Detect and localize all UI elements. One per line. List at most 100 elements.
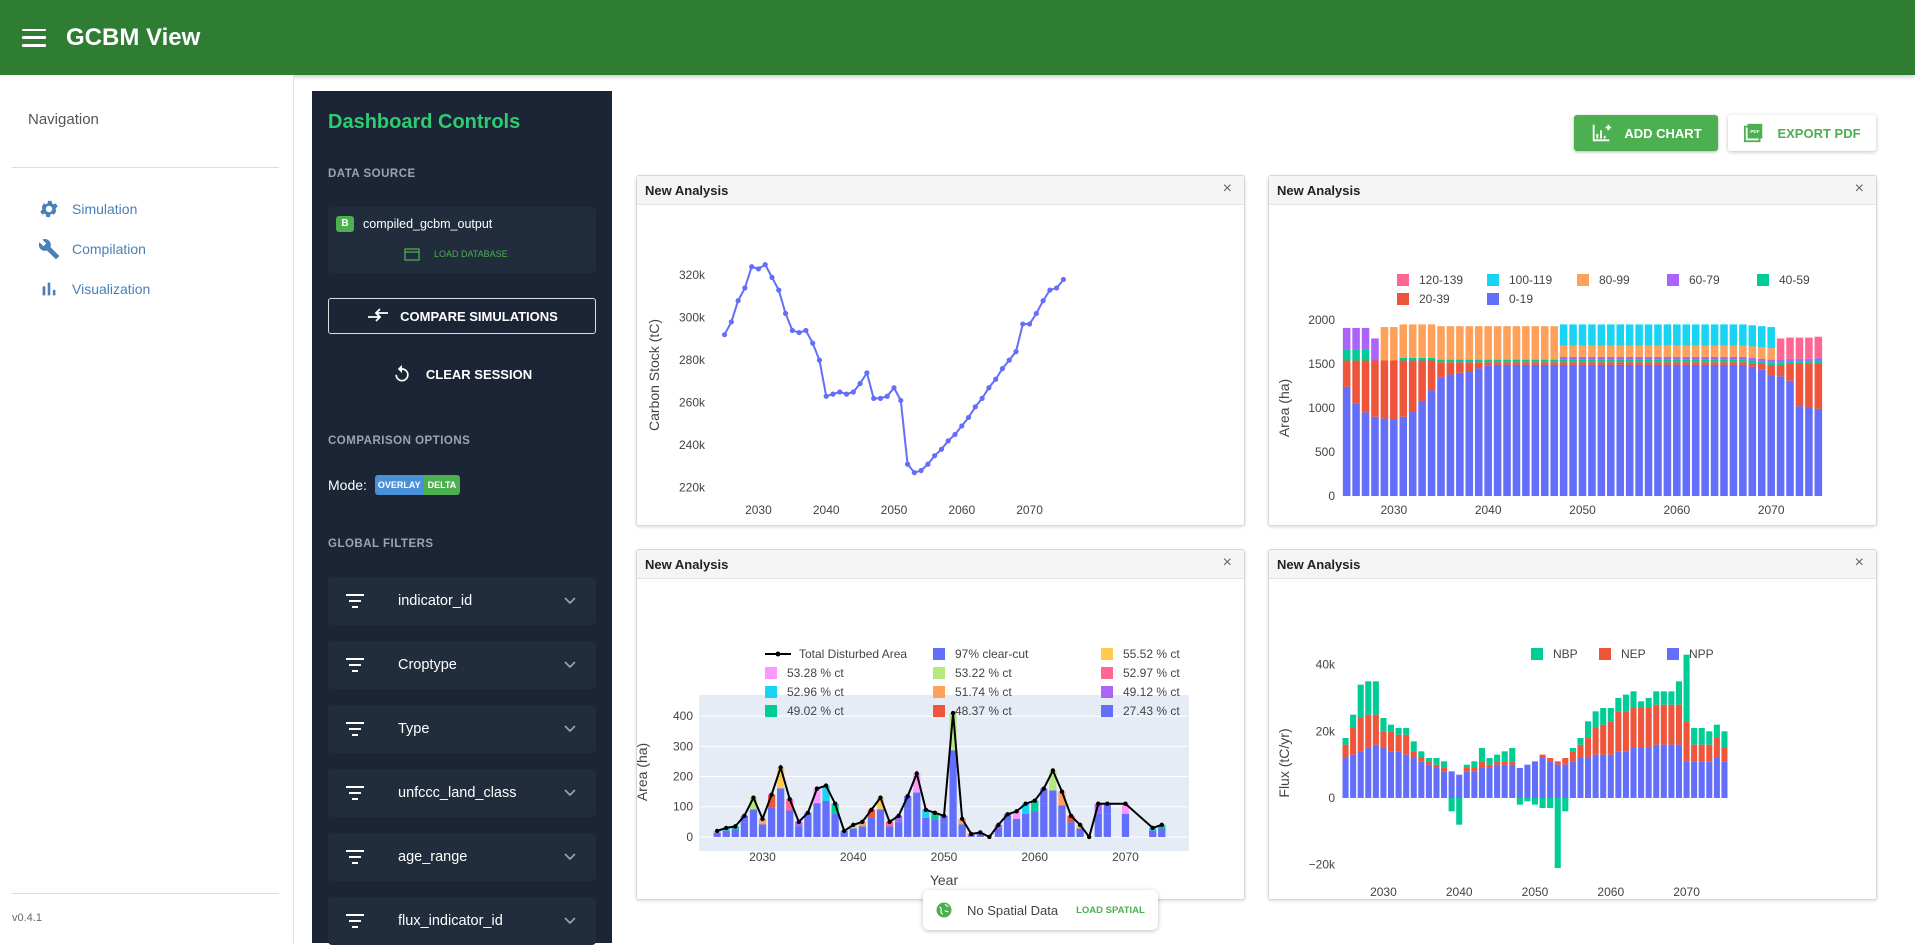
- data-point: [832, 801, 838, 806]
- filter-flux-indicator-id[interactable]: flux_indicator_id: [328, 897, 596, 945]
- compare-simulations-button[interactable]: COMPARE SIMULATIONS: [328, 298, 596, 334]
- data-point: [769, 274, 775, 280]
- close-icon[interactable]: ×: [1854, 180, 1864, 197]
- bar: [1352, 327, 1360, 350]
- bar: [1562, 798, 1569, 812]
- bar: [1729, 362, 1738, 365]
- mode-overlay-button[interactable]: OVERLAY: [374, 475, 424, 495]
- data-point: [969, 831, 974, 837]
- filter-type[interactable]: Type: [328, 705, 596, 753]
- close-icon[interactable]: ×: [1222, 554, 1232, 571]
- x-tick-label: 2050: [931, 850, 958, 864]
- filter-unfccc-land-class[interactable]: unfccc_land_class: [328, 769, 596, 817]
- bar: [1012, 818, 1021, 837]
- divider: [12, 167, 279, 168]
- legend-label: 80-99: [1599, 273, 1630, 287]
- nav-item-compilation[interactable]: Compilation: [38, 238, 146, 260]
- bar: [1663, 364, 1672, 496]
- data-point: [1023, 801, 1028, 806]
- bar: [1554, 798, 1561, 868]
- bar: [1540, 364, 1549, 496]
- bar: [1395, 751, 1402, 798]
- bar: [1361, 360, 1370, 413]
- bar: [1786, 358, 1794, 362]
- bar: [1408, 324, 1417, 358]
- clear-session-button[interactable]: CLEAR SESSION: [328, 357, 596, 391]
- bar: [867, 817, 876, 837]
- load-database-button[interactable]: LOAD DATABASE: [404, 247, 508, 261]
- data-point: [999, 366, 1006, 372]
- data-point: [941, 813, 947, 819]
- bar: [1540, 359, 1549, 363]
- load-spatial-button[interactable]: LOAD SPATIAL: [1076, 904, 1145, 916]
- x-tick-label: 2060: [1597, 885, 1624, 898]
- data-point: [1047, 287, 1053, 293]
- filter-age-range[interactable]: age_range: [328, 833, 596, 881]
- bar: [1691, 356, 1700, 360]
- bar: [1786, 380, 1794, 496]
- bar: [1465, 359, 1474, 363]
- data-point: [1032, 798, 1037, 803]
- data-point: [925, 461, 931, 467]
- bar: [1408, 357, 1417, 361]
- bar: [1342, 349, 1351, 361]
- legend-label: Total Disturbed Area: [799, 647, 907, 661]
- bar: [1446, 359, 1455, 363]
- bar: [1653, 744, 1660, 798]
- legend-label: 20-39: [1419, 292, 1450, 306]
- bar: [786, 799, 794, 811]
- filter-croptype[interactable]: Croptype: [328, 641, 596, 689]
- bar: [1094, 803, 1102, 814]
- data-point: [987, 834, 992, 840]
- bar: [1713, 738, 1720, 758]
- mode-delta-button[interactable]: DELTA: [423, 475, 461, 495]
- version-label: v0.4.1: [12, 912, 42, 924]
- y-tick-label: 2000: [1308, 313, 1335, 327]
- mode-toggle: OVERLAY DELTA: [374, 475, 461, 495]
- bar: [1478, 761, 1485, 768]
- nav-item-simulation[interactable]: Simulation: [38, 198, 137, 220]
- bar: [1683, 761, 1690, 798]
- nav-item-visualization[interactable]: Visualization: [38, 278, 150, 300]
- bar: [1701, 359, 1709, 363]
- bar: [1588, 362, 1596, 365]
- bar: [1456, 359, 1464, 363]
- bar: [1588, 324, 1596, 346]
- data-point: [978, 830, 983, 835]
- bar: [895, 822, 903, 837]
- bar: [1441, 768, 1448, 772]
- legend-swatch: [1487, 293, 1499, 305]
- bar: [1371, 360, 1379, 417]
- bar: [1748, 360, 1757, 364]
- close-icon[interactable]: ×: [1222, 180, 1232, 197]
- legend-swatch: [1667, 648, 1679, 660]
- data-point: [993, 376, 999, 382]
- export-pdf-button[interactable]: PDF EXPORT PDF: [1728, 115, 1876, 151]
- filter-icon: [346, 850, 364, 864]
- bar: [1559, 324, 1568, 346]
- menu-icon[interactable]: [22, 28, 46, 47]
- bar: [1654, 324, 1662, 346]
- bar: [1645, 708, 1652, 748]
- bar: [1390, 419, 1398, 496]
- bar: [749, 797, 758, 810]
- close-icon[interactable]: ×: [1854, 554, 1864, 571]
- bar: [1372, 681, 1379, 715]
- bar: [1559, 356, 1568, 360]
- filter-indicator-id[interactable]: indicator_id: [328, 577, 596, 625]
- data-source-label: DATA SOURCE: [328, 168, 416, 180]
- data-point: [979, 395, 985, 401]
- bar: [1585, 758, 1592, 798]
- add-chart-button[interactable]: ADD CHART: [1574, 115, 1718, 151]
- bar: [1569, 324, 1577, 346]
- bar: [1540, 362, 1549, 365]
- bar: [1701, 345, 1709, 357]
- bar: [1493, 364, 1502, 496]
- bar: [1456, 362, 1464, 373]
- bar: [1509, 764, 1516, 798]
- bar: [1675, 744, 1683, 798]
- bar: [1805, 361, 1813, 364]
- dashboard-controls-panel: Dashboard Controls DATA SOURCE B compile…: [312, 91, 612, 945]
- data-point: [986, 385, 992, 391]
- bar: [1418, 758, 1425, 762]
